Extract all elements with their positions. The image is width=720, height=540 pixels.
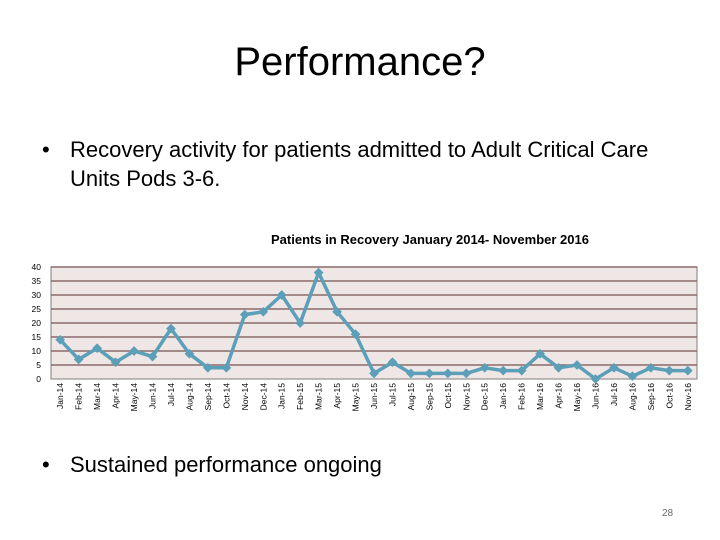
data-point [166, 323, 176, 334]
data-point [387, 357, 398, 368]
y-tick-label: 25 [32, 304, 42, 314]
data-point [147, 351, 158, 362]
y-tick-label: 10 [32, 346, 42, 356]
x-tick-label: Feb-15 [295, 383, 305, 410]
x-tick-label: Feb-14 [74, 383, 84, 410]
y-tick-label: 35 [32, 276, 42, 286]
chart-title: Patients in Recovery January 2014- Novem… [271, 232, 589, 247]
data-point [405, 368, 416, 379]
line-chart: 0 5 10 15 20 25 30 35 40 Jan-14 Feb-14 Mar-14 Apr-14… [32, 262, 698, 412]
x-tick-label: May-14 [129, 383, 139, 412]
x-tick-label: May-16 [572, 383, 582, 412]
bullet-text: Sustained performance ongoing [70, 452, 382, 477]
x-tick-label: Oct-16 [664, 383, 674, 409]
data-point [202, 362, 213, 373]
x-tick-label: Jul-15 [387, 383, 397, 406]
data-point [682, 365, 693, 376]
data-point [572, 360, 582, 370]
x-tick-label: May-15 [351, 383, 361, 412]
x-tick-label: Nov-15 [461, 383, 471, 411]
bullet-symbol: • [42, 137, 50, 162]
data-point [424, 368, 435, 379]
y-tick-label: 5 [36, 360, 41, 370]
data-point [535, 348, 546, 359]
x-tick-label: Aug-14 [184, 383, 194, 411]
data-point [553, 362, 564, 373]
x-tick-label: Jun-14 [148, 383, 158, 409]
data-point [73, 354, 84, 365]
data-point [369, 368, 379, 379]
bullet-recovery-activity: • Recovery activity for patients admitte… [42, 135, 662, 195]
data-point [442, 368, 453, 379]
data-point [129, 346, 140, 356]
x-tick-label: Jul-14 [166, 383, 176, 406]
x-tick-label: Sep-14 [203, 383, 213, 411]
x-tick-label: Jul-16 [609, 383, 619, 406]
x-tick-label: Jun-16 [590, 383, 600, 409]
bullet-sustained-performance: • Sustained performance ongoing [42, 450, 542, 480]
y-tick-label: 40 [32, 262, 42, 272]
x-tick-label: Nov-16 [683, 383, 693, 411]
x-tick-label: Aug-15 [406, 383, 416, 411]
x-tick-label: Dec-14 [258, 383, 268, 411]
data-point [258, 306, 269, 317]
x-tick-label: Jan-15 [277, 383, 287, 409]
x-tick-label: Oct-14 [221, 383, 231, 409]
data-point [516, 365, 527, 376]
data-point [221, 362, 232, 373]
data-point [479, 362, 490, 373]
data-point [313, 267, 324, 278]
data-point [55, 334, 66, 345]
data-point [92, 343, 103, 354]
y-tick-label: 20 [32, 318, 42, 328]
page-number: 28 [662, 508, 674, 519]
data-point [461, 368, 472, 379]
data-point [332, 306, 343, 317]
data-point [627, 371, 638, 382]
data-point [239, 309, 250, 320]
data-point [350, 329, 361, 340]
x-tick-label: Apr-15 [332, 383, 342, 409]
data-point [664, 365, 675, 376]
slide-title: Performance? [234, 40, 486, 84]
y-tick-label: 15 [32, 332, 42, 342]
data-point [608, 362, 619, 373]
x-tick-label: Jan-14 [55, 383, 65, 409]
data-point [498, 365, 509, 376]
x-tick-label: Sep-15 [424, 383, 434, 411]
data-point [645, 362, 656, 373]
x-tick-label: Mar-16 [535, 383, 545, 410]
x-tick-label: Nov-14 [240, 383, 250, 411]
x-tick-label: Mar-14 [92, 383, 102, 410]
x-tick-label: Jun-15 [369, 383, 379, 409]
x-tick-label: Dec-15 [480, 383, 490, 411]
x-tick-label: Aug-16 [627, 383, 637, 411]
y-tick-label: 30 [32, 290, 42, 300]
data-point [184, 348, 195, 359]
x-tick-label: Jan-16 [498, 383, 508, 409]
bullet-symbol: • [42, 452, 50, 477]
data-point [590, 374, 601, 384]
bullet-text: Recovery activity for patients admitted … [70, 137, 649, 191]
x-tick-label: Mar-15 [314, 383, 324, 410]
x-tick-label: Sep-16 [646, 383, 656, 411]
x-tick-label: Apr-16 [554, 383, 564, 409]
data-point [276, 290, 287, 300]
x-tick-label: Apr-14 [111, 383, 121, 409]
data-point [110, 357, 121, 368]
y-tick-label: 0 [36, 374, 41, 384]
x-tick-label: Oct-15 [443, 383, 453, 409]
data-point [295, 318, 306, 328]
x-tick-label: Feb-16 [517, 383, 527, 410]
